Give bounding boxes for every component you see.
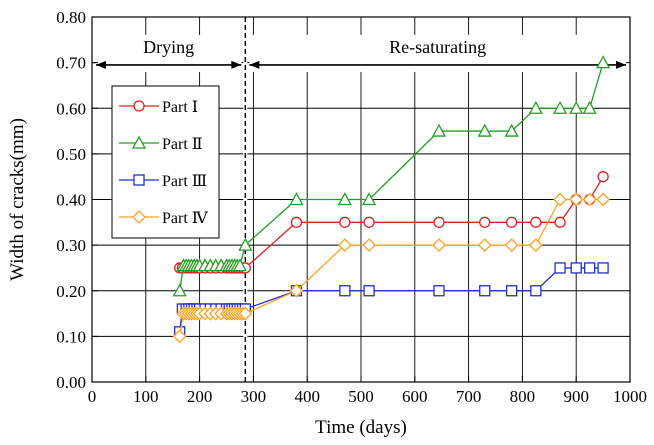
axis-ticks: 0 100 200 300 400 500 600 700 800 900 1000 0.00 0.10…	[56, 8, 647, 406]
x-tick-label: 1000	[613, 387, 647, 406]
data-point-square	[339, 285, 351, 297]
y-tick-label: 0.20	[56, 282, 86, 301]
series-group	[174, 262, 609, 338]
phase-annotations: Drying Re-saturating	[96, 34, 626, 72]
data-point-square	[505, 285, 518, 297]
data-point-triangle	[131, 135, 147, 149]
phase-backdrop	[96, 34, 242, 72]
x-axis-title: Time (days)	[315, 417, 407, 438]
x-tick-label: 500	[348, 387, 374, 406]
data-point-square	[597, 262, 609, 274]
data-point-square	[530, 285, 542, 297]
data-point-square	[433, 285, 445, 297]
phase-arrow-head-right	[616, 60, 626, 69]
data-point-diamond	[528, 238, 543, 253]
legend-label: Part Ⅰ	[162, 99, 198, 116]
data-point-diamond	[569, 192, 584, 207]
legend-label: Part Ⅱ	[162, 136, 203, 153]
x-tick-label: 600	[402, 387, 428, 406]
x-tick-label: 700	[456, 387, 482, 406]
y-tick-label: 0.50	[56, 145, 86, 164]
series-group	[172, 192, 611, 344]
phase-label: Drying	[143, 37, 194, 57]
y-tick-label: 0.30	[56, 236, 86, 255]
phase-label: Re-saturating	[389, 37, 486, 57]
data-point-circle	[554, 216, 566, 228]
data-point-diamond	[582, 192, 597, 207]
data-point-circle	[433, 216, 445, 228]
series-group	[174, 171, 609, 274]
x-tick-label: 400	[294, 387, 320, 406]
legend-box	[111, 85, 220, 239]
data-point-circle	[597, 171, 609, 183]
x-tick-label: 300	[241, 387, 267, 406]
phase-divider-layer	[243, 17, 248, 382]
data-point-circle	[530, 216, 542, 228]
data-point-triangle	[361, 192, 377, 206]
data-point-circle	[505, 216, 518, 228]
data-point-diamond	[238, 306, 253, 321]
data-point-triangle	[289, 192, 304, 206]
data-point-triangle	[431, 123, 447, 137]
data-point-circle	[290, 216, 303, 228]
data-point-triangle	[238, 237, 253, 251]
data-point-square	[133, 174, 145, 186]
data-point-circle	[479, 216, 491, 228]
y-tick-label: 0.70	[56, 54, 86, 73]
data-point-diamond	[172, 329, 187, 344]
data-point-triangle	[528, 100, 543, 114]
phase-divider-backdrop	[243, 18, 248, 381]
data-point-diamond	[596, 192, 611, 207]
y-tick-label: 0.10	[56, 327, 86, 346]
phase-backdrop	[249, 34, 626, 72]
x-tick-label: 0	[88, 387, 97, 406]
legend-label: Part Ⅲ	[162, 173, 207, 190]
data-point-diamond	[337, 238, 352, 253]
data-point-square	[584, 262, 596, 274]
data-point-diamond	[477, 238, 492, 253]
data-point-triangle	[552, 100, 568, 114]
data-point-triangle	[596, 55, 611, 69]
series-line	[179, 62, 604, 291]
x-tick-label: 800	[510, 387, 536, 406]
y-tick-label: 0.60	[56, 99, 86, 118]
legend-label: Part Ⅳ	[162, 210, 209, 227]
series-layer	[172, 55, 611, 344]
data-point-square	[479, 285, 491, 297]
data-point-triangle	[477, 123, 492, 137]
y-axis-title: Width of cracks(mm)	[7, 118, 28, 281]
series-line	[179, 267, 604, 332]
data-point-diamond	[553, 192, 567, 207]
data-point-diamond	[289, 283, 304, 298]
data-point-diamond	[504, 238, 519, 253]
y-tick-label: 0.00	[56, 373, 86, 392]
legend: Part Ⅰ Part Ⅱ Part Ⅲ Part Ⅳ	[111, 85, 220, 239]
data-point-circle	[133, 100, 145, 112]
data-point-square	[554, 262, 566, 274]
data-point-diamond	[132, 210, 146, 224]
x-tick-label: 200	[187, 387, 213, 406]
phase-arrow-head-right	[231, 60, 242, 69]
data-point-circle	[339, 216, 351, 228]
data-point-triangle	[504, 123, 519, 137]
data-point-square	[363, 285, 375, 297]
y-tick-label: 0.80	[56, 8, 86, 27]
data-point-triangle	[582, 100, 597, 114]
phase-arrow-head-left	[249, 60, 260, 69]
x-tick-label: 900	[563, 387, 589, 406]
data-point-triangle	[232, 258, 248, 272]
data-point-triangle	[172, 283, 187, 297]
y-tick-label: 0.40	[56, 191, 86, 210]
data-point-triangle	[337, 192, 352, 206]
data-point-square	[570, 262, 582, 274]
series-group	[172, 55, 611, 297]
x-tick-label: 100	[133, 387, 159, 406]
data-point-diamond	[432, 238, 446, 253]
phase-arrow-head-left	[96, 60, 106, 69]
data-point-triangle	[569, 100, 584, 114]
data-point-circle	[363, 216, 375, 228]
data-point-diamond	[362, 238, 376, 253]
